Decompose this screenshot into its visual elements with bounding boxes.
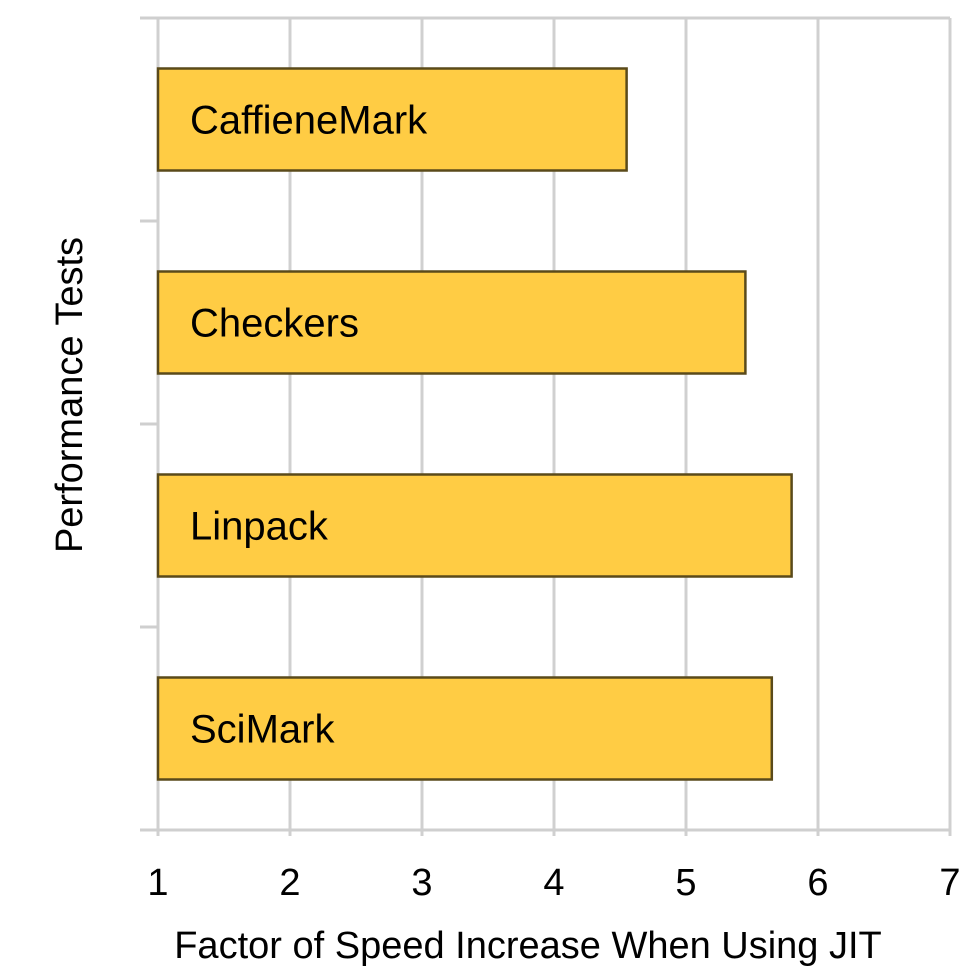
x-tick-label-2: 2 <box>279 862 300 904</box>
bar-group-linpack: Linpack <box>156 473 793 578</box>
bar-label-linpack: Linpack <box>190 505 329 549</box>
bar-label-scimark: SciMark <box>190 708 335 752</box>
bar-label-checkers: Checkers <box>190 302 359 346</box>
bar-checkers <box>156 270 747 375</box>
bar-group-caffienemark: CaffieneMark <box>156 67 628 172</box>
bar-scimark <box>156 676 774 781</box>
x-tick-label-7: 7 <box>939 862 960 904</box>
bar-caffienemark <box>156 67 628 172</box>
x-tick-labels: 1 2 3 4 5 6 7 <box>147 862 960 904</box>
x-axis-title: Factor of Speed Increase When Using JIT <box>174 925 882 967</box>
bars: CaffieneMark Checkers Linpack SciMark <box>156 67 793 781</box>
y-axis-title: Performance Tests <box>49 237 91 553</box>
bar-group-checkers: Checkers <box>156 270 747 375</box>
bar-linpack <box>156 473 793 578</box>
x-tick-label-1: 1 <box>147 862 168 904</box>
bar-group-scimark: SciMark <box>156 676 774 781</box>
x-tick-label-3: 3 <box>411 862 432 904</box>
x-tick-label-5: 5 <box>675 862 696 904</box>
x-tick-label-6: 6 <box>807 862 828 904</box>
bar-label-caffienemark: CaffieneMark <box>190 99 428 143</box>
x-tick-label-4: 4 <box>543 862 564 904</box>
axes <box>140 16 950 832</box>
